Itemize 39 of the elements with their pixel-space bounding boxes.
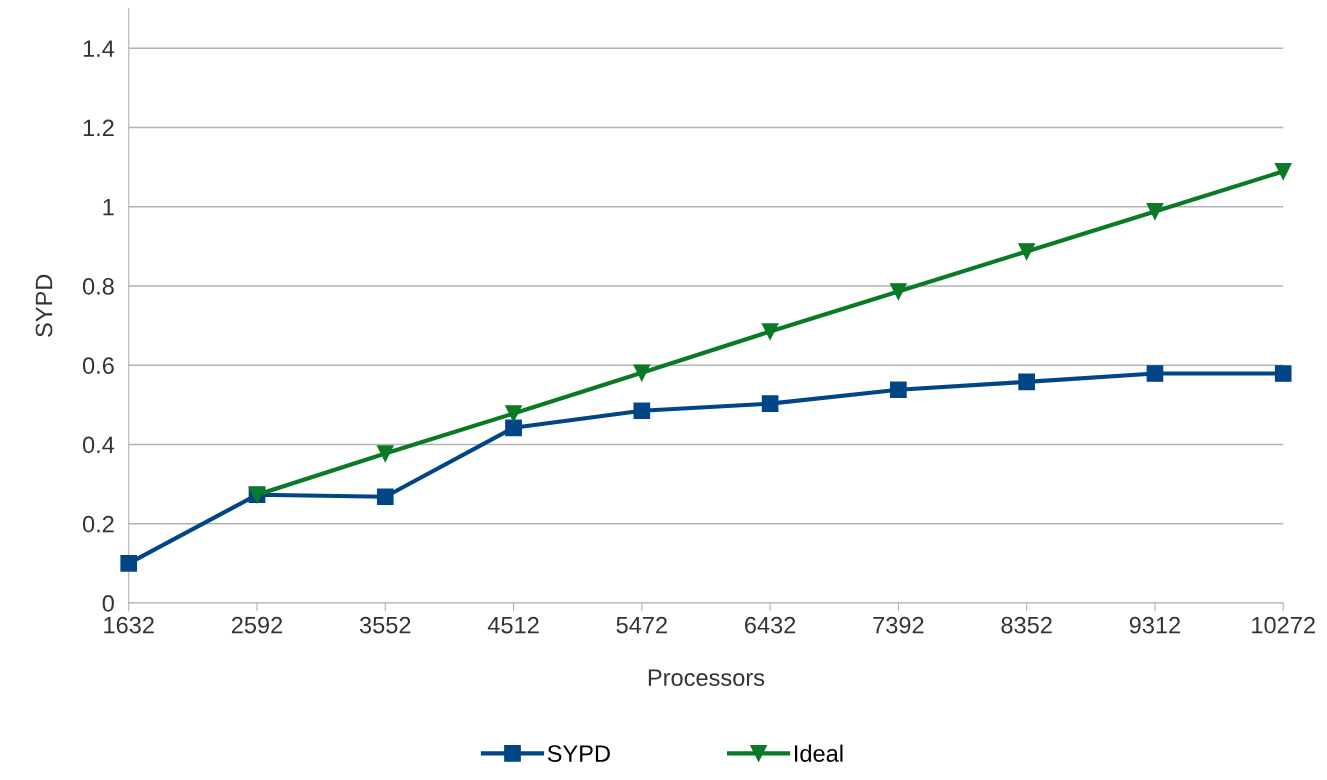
y-tick-label: 0 bbox=[102, 595, 114, 612]
x-tick-label: 8352 bbox=[1001, 616, 1052, 634]
x-tick-label: 5472 bbox=[616, 616, 667, 634]
point bbox=[120, 554, 138, 572]
point bbox=[376, 488, 394, 506]
point bbox=[633, 364, 651, 382]
x-tick-label: 4512 bbox=[487, 616, 539, 634]
y-tick-label: 1.2 bbox=[83, 119, 114, 137]
y-tick-label: 0.4 bbox=[82, 436, 115, 454]
x-axis-title: Processors bbox=[648, 669, 765, 687]
y-tick-label: 0.2 bbox=[82, 515, 114, 533]
x-tick-label: 3552 bbox=[359, 616, 411, 634]
point bbox=[505, 405, 522, 422]
x-tick-label: 1632 bbox=[104, 616, 154, 634]
point bbox=[890, 283, 907, 300]
y-axis-title: SYPD bbox=[35, 274, 53, 337]
point bbox=[1018, 243, 1035, 260]
legend-label: Ideal bbox=[795, 744, 843, 762]
point bbox=[761, 395, 779, 412]
point bbox=[505, 419, 522, 437]
point bbox=[890, 381, 907, 399]
point bbox=[1146, 365, 1164, 382]
point bbox=[633, 402, 651, 420]
point bbox=[1146, 203, 1164, 220]
point bbox=[1274, 365, 1292, 382]
x-tick-label: 2592 bbox=[231, 616, 283, 634]
point bbox=[761, 323, 779, 340]
point bbox=[376, 445, 394, 462]
y-tick-label: 1 bbox=[103, 199, 114, 216]
point bbox=[1274, 163, 1292, 180]
x-tick-label: 9312 bbox=[1129, 616, 1181, 634]
x-tick-label: 7392 bbox=[873, 616, 924, 634]
y-tick-label: 1.4 bbox=[83, 40, 115, 57]
y-tick-label: 0.8 bbox=[82, 278, 114, 295]
y-tick-label: 0.6 bbox=[82, 357, 114, 374]
point bbox=[1018, 373, 1035, 391]
legend-label: SYPD bbox=[547, 745, 610, 762]
x-tick-label: 10272 bbox=[1252, 616, 1315, 634]
x-tick-label: 6432 bbox=[745, 616, 796, 634]
